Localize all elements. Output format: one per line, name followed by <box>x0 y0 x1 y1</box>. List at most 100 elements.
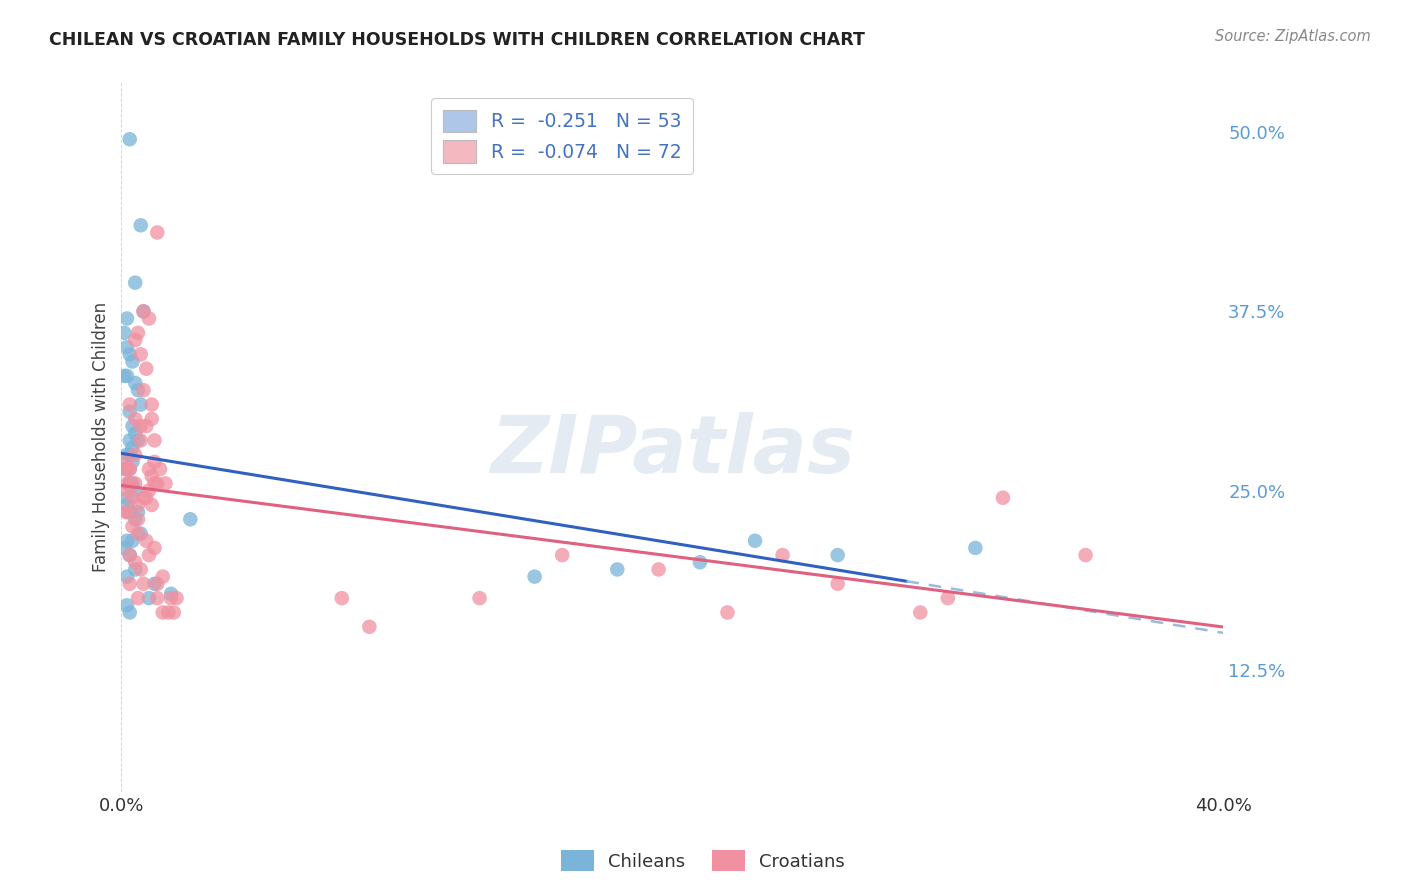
Point <box>115 476 138 491</box>
Point <box>146 576 169 591</box>
Point <box>152 569 174 583</box>
Point <box>121 519 143 533</box>
Point <box>551 548 574 562</box>
Point <box>138 548 160 562</box>
Point <box>124 333 146 347</box>
Point <box>115 368 138 383</box>
Point <box>160 591 183 606</box>
Point <box>132 576 155 591</box>
Point <box>330 591 353 606</box>
Point <box>155 476 177 491</box>
Point <box>121 533 143 548</box>
Point <box>124 426 146 441</box>
Point <box>124 276 146 290</box>
Point <box>118 476 141 491</box>
Point <box>124 555 146 569</box>
Point <box>127 505 149 519</box>
Point <box>166 591 188 606</box>
Point <box>129 219 152 233</box>
Point <box>179 512 201 526</box>
Point <box>160 587 183 601</box>
Point <box>138 591 160 606</box>
Point <box>132 304 155 318</box>
Point <box>112 462 135 476</box>
Point <box>118 398 141 412</box>
Point <box>143 476 166 491</box>
Point <box>716 606 738 620</box>
Point <box>129 562 152 576</box>
Point <box>127 512 149 526</box>
Point <box>135 361 157 376</box>
Point <box>141 498 163 512</box>
Legend: Chileans, Croatians: Chileans, Croatians <box>554 843 852 879</box>
Point <box>135 419 157 434</box>
Point <box>121 491 143 505</box>
Point <box>163 606 186 620</box>
Point <box>118 606 141 620</box>
Point <box>129 419 152 434</box>
Point <box>138 462 160 476</box>
Point <box>118 576 141 591</box>
Point <box>143 576 166 591</box>
Point <box>118 476 141 491</box>
Point <box>127 591 149 606</box>
Point <box>129 434 152 448</box>
Point <box>115 340 138 354</box>
Point <box>121 354 143 368</box>
Point <box>121 441 143 455</box>
Point <box>129 398 152 412</box>
Point <box>141 412 163 426</box>
Point <box>118 347 141 361</box>
Point <box>744 533 766 548</box>
Point <box>606 562 628 576</box>
Point <box>124 448 146 462</box>
Point <box>647 562 669 576</box>
Point <box>127 434 149 448</box>
Point <box>121 419 143 434</box>
Point <box>827 576 849 591</box>
Point <box>115 498 138 512</box>
Point <box>118 505 141 519</box>
Point <box>124 412 146 426</box>
Point <box>141 398 163 412</box>
Point <box>359 620 381 634</box>
Point <box>124 483 146 498</box>
Y-axis label: Family Households with Children: Family Households with Children <box>93 301 110 572</box>
Point <box>149 462 172 476</box>
Point <box>132 383 155 397</box>
Point <box>118 405 141 419</box>
Point <box>772 548 794 562</box>
Point <box>118 548 141 562</box>
Point <box>115 462 138 476</box>
Point <box>127 498 149 512</box>
Point <box>132 491 155 505</box>
Text: Source: ZipAtlas.com: Source: ZipAtlas.com <box>1215 29 1371 44</box>
Point <box>127 326 149 340</box>
Point <box>523 569 546 583</box>
Point <box>124 562 146 576</box>
Point <box>146 476 169 491</box>
Point <box>124 476 146 491</box>
Point <box>115 462 138 476</box>
Point <box>132 304 155 318</box>
Point <box>124 376 146 390</box>
Point <box>115 311 138 326</box>
Point <box>936 591 959 606</box>
Point <box>115 505 138 519</box>
Point <box>112 541 135 555</box>
Point <box>118 462 141 476</box>
Legend: R =  -0.251   N = 53, R =  -0.074   N = 72: R = -0.251 N = 53, R = -0.074 N = 72 <box>432 98 693 174</box>
Point <box>143 541 166 555</box>
Point <box>112 368 135 383</box>
Point <box>143 434 166 448</box>
Point <box>127 526 149 541</box>
Point <box>115 533 138 548</box>
Point <box>141 469 163 483</box>
Point <box>152 606 174 620</box>
Point <box>910 606 932 620</box>
Text: CHILEAN VS CROATIAN FAMILY HOUSEHOLDS WITH CHILDREN CORRELATION CHART: CHILEAN VS CROATIAN FAMILY HOUSEHOLDS WI… <box>49 31 865 49</box>
Point <box>127 383 149 397</box>
Point <box>129 526 152 541</box>
Point <box>129 347 152 361</box>
Point <box>135 491 157 505</box>
